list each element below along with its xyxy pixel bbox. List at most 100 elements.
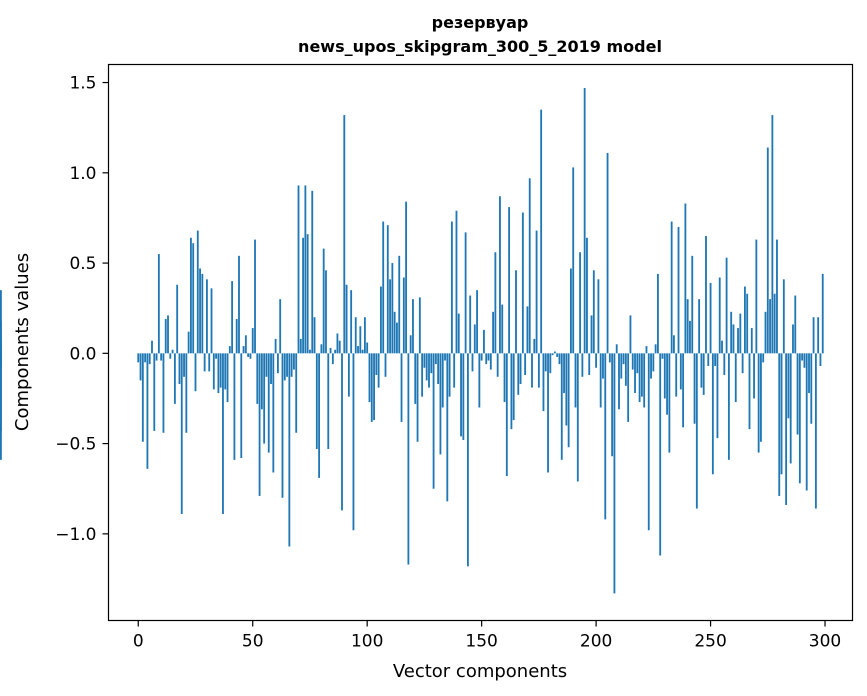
bar <box>519 353 522 385</box>
bar <box>238 255 240 354</box>
bar <box>750 328 753 354</box>
bar <box>531 353 533 388</box>
x-axis-label: Vector components <box>393 661 567 682</box>
bar <box>329 347 332 354</box>
bar <box>373 353 375 421</box>
bar <box>235 319 238 354</box>
bar <box>595 353 598 368</box>
bar <box>430 353 433 374</box>
bar <box>455 210 458 354</box>
x-tick-label: 50 <box>242 632 264 652</box>
bar <box>714 353 717 366</box>
bar <box>606 152 609 354</box>
bar <box>260 353 263 410</box>
bar <box>457 313 460 354</box>
bar <box>444 353 446 361</box>
bar <box>588 353 591 375</box>
bar <box>414 353 417 404</box>
bar <box>267 353 270 453</box>
bar <box>611 353 614 457</box>
bar <box>803 353 806 368</box>
bar <box>787 353 790 419</box>
bar <box>723 353 726 375</box>
bar <box>602 353 604 379</box>
bar <box>391 263 394 354</box>
y-tick-label: 0.0 <box>69 344 96 364</box>
x-tick-label: 300 <box>809 632 841 652</box>
bar <box>363 317 366 354</box>
bar <box>157 254 160 354</box>
bar <box>734 353 737 403</box>
bar <box>707 353 710 366</box>
bar <box>315 353 318 450</box>
bar <box>416 353 419 442</box>
bar <box>272 353 275 473</box>
bar <box>533 338 536 354</box>
bar <box>279 299 282 354</box>
bar <box>512 353 515 421</box>
bar <box>336 333 339 354</box>
bar <box>517 353 520 395</box>
bar <box>583 87 586 354</box>
chart-title-line2: news_upos_skipgram_300_5_2019 model <box>298 37 662 56</box>
bar <box>570 268 572 354</box>
bar <box>661 353 664 359</box>
bar <box>702 353 705 395</box>
x-tick-label: 100 <box>351 632 383 652</box>
bar <box>368 353 371 403</box>
bar <box>423 353 426 368</box>
bar <box>210 288 213 354</box>
bar <box>309 349 311 354</box>
bar <box>338 340 341 354</box>
bar <box>185 353 188 433</box>
bar <box>496 353 499 377</box>
bar <box>682 353 685 428</box>
bar <box>270 353 272 385</box>
bar <box>689 320 691 354</box>
bar <box>686 299 689 354</box>
bar <box>359 326 362 354</box>
bar <box>226 353 229 403</box>
bar <box>757 353 760 453</box>
bar <box>160 353 163 361</box>
bar <box>810 353 813 424</box>
bar <box>553 351 556 354</box>
bar <box>400 353 403 422</box>
bar <box>636 353 639 374</box>
bar <box>647 353 650 531</box>
bar <box>297 185 300 354</box>
chart-title-line1: резервуар <box>432 13 529 32</box>
bar <box>670 221 673 354</box>
bar <box>755 239 758 354</box>
bar <box>776 239 778 354</box>
bar <box>354 317 357 354</box>
bar <box>560 353 563 460</box>
bar <box>567 353 570 448</box>
bar <box>352 353 355 531</box>
bar <box>494 252 497 354</box>
bar <box>347 353 350 397</box>
bar <box>643 353 646 408</box>
bar <box>169 353 172 359</box>
bar <box>469 295 472 354</box>
bar <box>464 232 467 354</box>
bar <box>780 353 783 475</box>
bar <box>586 237 588 354</box>
bar <box>382 221 385 354</box>
bar <box>299 338 302 354</box>
bar <box>418 297 421 354</box>
bar <box>487 353 490 361</box>
bar <box>730 311 733 354</box>
bar <box>428 353 430 388</box>
x-tick-label: 0 <box>133 632 144 652</box>
bar <box>295 353 298 433</box>
bar <box>476 290 478 354</box>
bar <box>176 284 179 354</box>
bar <box>153 353 156 431</box>
bar <box>657 273 659 354</box>
bar <box>322 248 325 354</box>
bar <box>265 353 268 377</box>
bar <box>217 353 220 394</box>
bar <box>563 353 565 394</box>
bar <box>141 353 144 442</box>
